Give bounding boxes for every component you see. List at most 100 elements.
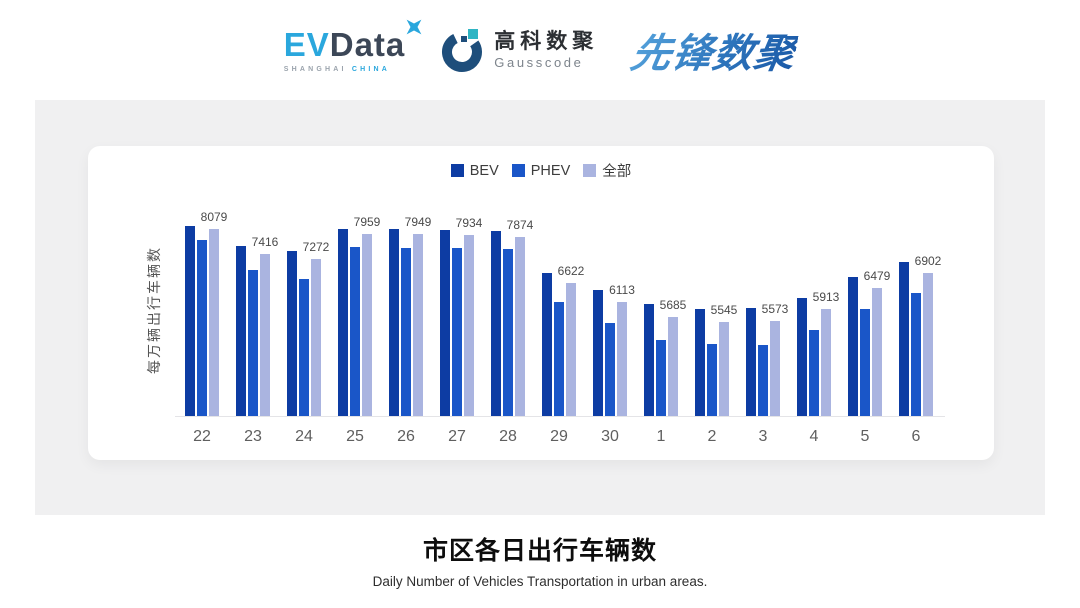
evdata-star-icon xyxy=(406,19,422,34)
bar-group-1: 5685 1 xyxy=(644,298,686,445)
bar-phev-27 xyxy=(452,248,462,416)
bar-value-label-1: 5685 xyxy=(659,298,687,313)
bar-group-5: 6479 5 xyxy=(848,269,890,445)
bar-value-label-23: 7416 xyxy=(251,234,279,249)
bar-value-label-26: 7949 xyxy=(404,215,432,230)
bar-value-label-29: 6622 xyxy=(557,263,585,278)
bar-group-25: 7959 25 xyxy=(338,215,380,445)
legend-swatch-phev xyxy=(511,164,525,177)
x-tick-6: 6 xyxy=(911,428,921,445)
footer: 市区各日出行车辆数 Daily Number of Vehicles Trans… xyxy=(0,531,1080,589)
plot-area: 8079 22 7416 23 7272 24 7959 25 7949 26 7934 27 7874… xyxy=(175,146,945,445)
legend-swatch-all xyxy=(583,164,597,177)
bar-value-label-28: 7874 xyxy=(506,217,534,232)
bar-group-2: 5545 2 xyxy=(695,303,737,445)
x-tick-28: 28 xyxy=(499,428,517,445)
bar-group-27: 7934 27 xyxy=(440,216,482,445)
bar-bev-4 xyxy=(797,297,807,416)
x-tick-27: 27 xyxy=(448,428,466,445)
pioneer-wordmark: 先锋数聚 xyxy=(627,21,801,79)
x-tick-29: 29 xyxy=(550,428,568,445)
bar-all-29 xyxy=(566,282,576,416)
bar-phev-1 xyxy=(656,339,666,416)
bar-value-label-4: 5913 xyxy=(812,289,840,304)
bar-all-23 xyxy=(260,253,270,416)
y-axis-title: 每万辆出行车辆数 xyxy=(146,246,162,374)
bar-bev-6 xyxy=(899,261,909,416)
legend-label-bev: BEV xyxy=(469,162,499,179)
logo-bar: EVData SHANGHAI CHINA 高科数聚 Gausscode xyxy=(0,14,1080,86)
bar-group-30: 6113 30 xyxy=(593,283,635,445)
bar-bev-22 xyxy=(185,225,195,416)
x-tick-23: 23 xyxy=(244,428,262,445)
bar-all-3 xyxy=(770,321,780,416)
bar-group-3: 5573 3 xyxy=(746,302,788,445)
legend-item-all[interactable]: 全部 xyxy=(583,160,631,181)
bar-bev-30 xyxy=(593,289,603,416)
bar-phev-29 xyxy=(554,302,564,416)
bar-all-22 xyxy=(209,229,219,416)
gausscode-cn-text: 高科数聚 xyxy=(494,29,599,53)
gausscode-logo-icon xyxy=(442,29,483,72)
bar-phev-6 xyxy=(911,292,921,416)
bar-all-24 xyxy=(311,258,321,416)
pioneer-logo: 先锋数聚 xyxy=(628,21,800,79)
bar-bev-26 xyxy=(389,229,399,416)
legend-item-bev[interactable]: BEV xyxy=(450,162,499,179)
x-tick-1: 1 xyxy=(656,428,666,445)
bar-phev-5 xyxy=(860,309,870,416)
chart-title: 市区各日出行车辆数 xyxy=(422,537,657,565)
legend-label-all: 全部 xyxy=(602,164,632,180)
x-tick-25: 25 xyxy=(346,428,364,445)
legend-swatch-bev xyxy=(450,164,464,177)
bar-phev-28 xyxy=(503,249,513,416)
x-tick-4: 4 xyxy=(809,428,819,445)
x-tick-2: 2 xyxy=(707,428,717,445)
bar-group-4: 5913 4 xyxy=(797,290,839,445)
bar-phev-22 xyxy=(197,240,207,416)
bar-all-25 xyxy=(362,233,372,416)
bar-phev-30 xyxy=(605,323,615,416)
bar-value-label-24: 7272 xyxy=(302,239,330,254)
bar-bev-24 xyxy=(287,250,297,416)
legend-label-phev: PHEV xyxy=(530,162,571,179)
bar-group-26: 7949 26 xyxy=(389,215,431,445)
bar-group-6: 6902 6 xyxy=(899,254,941,445)
chart-legend: BEV PHEV 全部 xyxy=(88,160,994,181)
evdata-ev-text: EV xyxy=(283,25,330,63)
bar-all-2 xyxy=(719,322,729,416)
evdata-wordmark: EVData xyxy=(283,19,422,63)
bar-phev-4 xyxy=(809,330,819,416)
bar-bev-3 xyxy=(746,307,756,416)
gausscode-logo: 高科数聚 Gausscode xyxy=(439,27,598,73)
bar-group-28: 7874 28 xyxy=(491,218,533,445)
bar-phev-2 xyxy=(707,344,717,416)
chart-card: BEV PHEV 全部 每万辆出行车辆数 8079 22 7416 23 7272 24 795… xyxy=(88,146,994,460)
bar-all-6 xyxy=(923,272,933,416)
x-tick-26: 26 xyxy=(397,428,415,445)
bar-all-30 xyxy=(617,301,627,416)
bar-bev-25 xyxy=(338,228,348,416)
x-tick-3: 3 xyxy=(758,428,768,445)
bar-value-label-22: 8079 xyxy=(200,210,228,225)
bar-all-5 xyxy=(872,288,882,416)
x-tick-30: 30 xyxy=(601,428,619,445)
bar-all-4 xyxy=(821,308,831,416)
evdata-data-text: Data xyxy=(329,25,406,63)
x-tick-5: 5 xyxy=(860,428,870,445)
bar-bev-28 xyxy=(491,231,501,416)
bar-value-label-5: 6479 xyxy=(863,269,891,284)
bar-phev-23 xyxy=(248,270,258,416)
bar-all-1 xyxy=(668,317,678,416)
bar-all-26 xyxy=(413,234,423,416)
bar-phev-26 xyxy=(401,247,411,416)
bar-value-label-6: 6902 xyxy=(914,253,942,268)
chart-panel: BEV PHEV 全部 每万辆出行车辆数 8079 22 7416 23 7272 24 795… xyxy=(35,100,1045,515)
bar-all-28 xyxy=(515,236,525,416)
legend-item-phev[interactable]: PHEV xyxy=(511,162,571,179)
bar-bev-2 xyxy=(695,309,705,416)
bar-group-23: 7416 23 xyxy=(236,235,278,445)
bar-bev-1 xyxy=(644,303,654,416)
bar-value-label-27: 7934 xyxy=(455,215,483,230)
bar-value-label-3: 5573 xyxy=(761,302,789,317)
